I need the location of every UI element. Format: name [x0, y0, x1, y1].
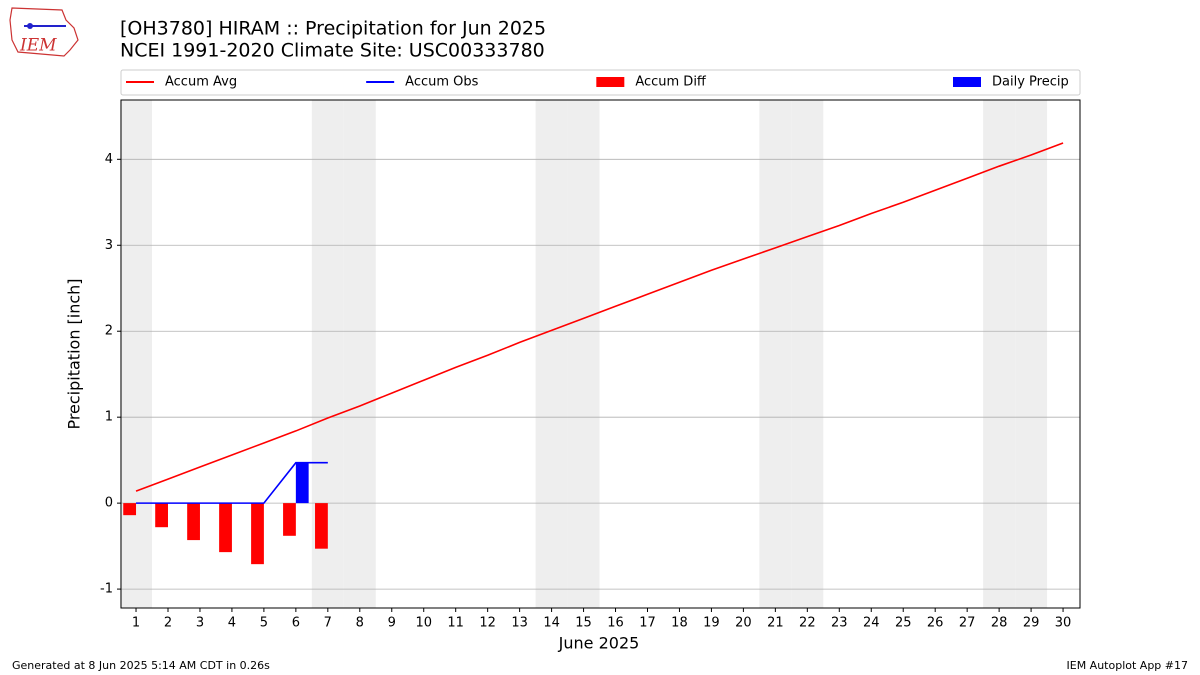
x-tick-label: 19 — [703, 616, 720, 631]
x-tick-label: 12 — [479, 616, 496, 631]
bar — [123, 503, 137, 516]
weekend-band — [567, 100, 600, 608]
x-tick-label: 14 — [543, 616, 560, 631]
x-tick-label: 29 — [1023, 616, 1040, 631]
y-tick-label: 0 — [105, 496, 113, 511]
legend-label: Accum Obs — [405, 75, 478, 90]
y-tick-label: 1 — [105, 410, 113, 425]
x-tick-label: 16 — [607, 616, 624, 631]
x-tick-label: 10 — [415, 616, 432, 631]
legend-label: Daily Precip — [992, 75, 1069, 90]
plot-frame — [120, 99, 1081, 609]
bar — [187, 503, 200, 541]
x-tick-label: 11 — [447, 616, 464, 631]
bar — [295, 462, 309, 504]
x-tick-label: 5 — [260, 616, 268, 631]
line — [135, 142, 1064, 492]
bar — [155, 503, 168, 528]
x-tick-label: 26 — [927, 616, 944, 631]
legend-swatch — [596, 77, 625, 87]
x-tick-label: 20 — [735, 616, 752, 631]
x-tick-label: 2 — [164, 616, 172, 631]
weekend-band — [983, 100, 1016, 608]
x-tick-label: 27 — [959, 616, 976, 631]
x-tick-label: 30 — [1055, 616, 1072, 631]
x-tick-label: 24 — [863, 616, 880, 631]
footer-left: Generated at 8 Jun 2025 5:14 AM CDT in 0… — [12, 659, 270, 672]
y-tick-label: 2 — [105, 324, 113, 339]
x-tick-label: 23 — [831, 616, 848, 631]
weekend-band — [791, 100, 824, 608]
x-tick-label: 25 — [895, 616, 912, 631]
x-tick-label: 17 — [639, 616, 656, 631]
chart-title: [OH3780] HIRAM :: Precipitation for Jun … — [120, 18, 546, 40]
legend-label: Accum Avg — [165, 75, 237, 90]
x-tick-label: 21 — [767, 616, 784, 631]
x-tick-label: 28 — [991, 616, 1008, 631]
weekend-band — [1015, 100, 1048, 608]
logo: IEM — [9, 7, 79, 57]
x-tick-label: 18 — [671, 616, 688, 631]
logo-text: IEM — [19, 36, 57, 56]
y-tick-label: 4 — [105, 152, 113, 167]
weekend-band — [343, 100, 376, 608]
x-tick-label: 15 — [575, 616, 592, 631]
x-tick-label: 13 — [511, 616, 528, 631]
bar — [283, 503, 296, 536]
x-tick-label: 8 — [356, 616, 364, 631]
y-tick-label: 3 — [105, 238, 113, 253]
x-tick-label: 9 — [388, 616, 396, 631]
bar — [315, 503, 328, 549]
footer-right: IEM Autoplot App #17 — [1067, 659, 1189, 672]
legend-swatch — [953, 77, 981, 87]
y-axis-label: Precipitation [inch] — [65, 278, 84, 429]
x-tick-label: 3 — [196, 616, 204, 631]
weekend-band — [759, 100, 792, 608]
weekend-band — [535, 100, 568, 608]
x-tick-label: 7 — [324, 616, 332, 631]
chart-subtitle: NCEI 1991-2020 Climate Site: USC00333780 — [120, 40, 545, 62]
x-axis-label: June 2025 — [558, 634, 640, 653]
y-tick-label: -1 — [100, 582, 113, 597]
x-tick-label: 1 — [132, 616, 140, 631]
x-tick-label: 6 — [292, 616, 300, 631]
x-tick-label: 4 — [228, 616, 236, 631]
legend-label: Accum Diff — [635, 75, 707, 90]
x-tick-label: 22 — [799, 616, 816, 631]
line — [136, 461, 328, 504]
weekend-band — [120, 100, 153, 608]
bar — [251, 503, 264, 565]
bar — [219, 503, 232, 553]
